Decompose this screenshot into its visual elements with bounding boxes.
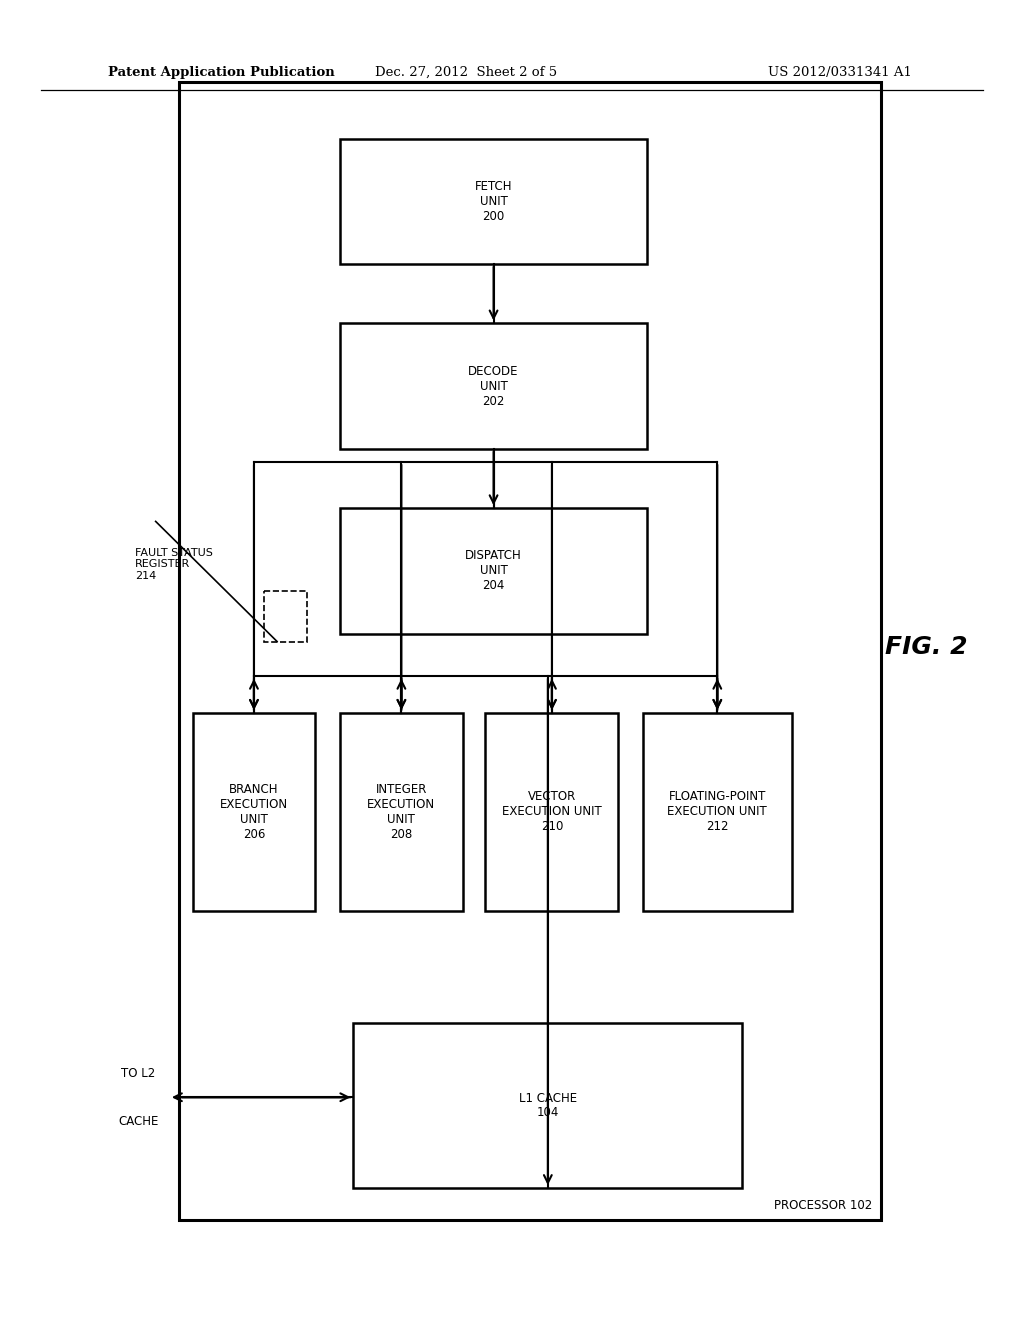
Text: L1 CACHE
104: L1 CACHE 104 (519, 1092, 577, 1119)
Bar (340, 323, 647, 449)
Text: Patent Application Publication: Patent Application Publication (108, 66, 334, 79)
Text: Dec. 27, 2012  Sheet 2 of 5: Dec. 27, 2012 Sheet 2 of 5 (375, 66, 557, 79)
Text: FLOATING-POINT
EXECUTION UNIT
212: FLOATING-POINT EXECUTION UNIT 212 (668, 791, 767, 833)
Bar (179, 82, 881, 1220)
Bar (193, 713, 315, 911)
Text: DECODE
UNIT
202: DECODE UNIT 202 (468, 364, 519, 408)
Bar (264, 591, 307, 642)
Text: CACHE: CACHE (118, 1114, 159, 1127)
Text: BRANCH
EXECUTION
UNIT
206: BRANCH EXECUTION UNIT 206 (220, 783, 288, 841)
Text: FIG. 2: FIG. 2 (886, 635, 968, 659)
Bar (340, 508, 647, 634)
Text: PROCESSOR 102: PROCESSOR 102 (774, 1199, 872, 1212)
Bar (340, 713, 463, 911)
Bar (340, 139, 647, 264)
Text: TO L2: TO L2 (121, 1067, 156, 1080)
Bar (643, 713, 792, 911)
Text: VECTOR
EXECUTION UNIT
210: VECTOR EXECUTION UNIT 210 (502, 791, 602, 833)
Text: DISPATCH
UNIT
204: DISPATCH UNIT 204 (465, 549, 522, 593)
Text: FETCH
UNIT
200: FETCH UNIT 200 (475, 180, 512, 223)
Bar (485, 713, 618, 911)
Text: FAULT STATUS
REGISTER
214: FAULT STATUS REGISTER 214 (135, 548, 213, 581)
Bar (353, 1023, 742, 1188)
Text: US 2012/0331341 A1: US 2012/0331341 A1 (768, 66, 912, 79)
Text: INTEGER
EXECUTION
UNIT
208: INTEGER EXECUTION UNIT 208 (368, 783, 435, 841)
